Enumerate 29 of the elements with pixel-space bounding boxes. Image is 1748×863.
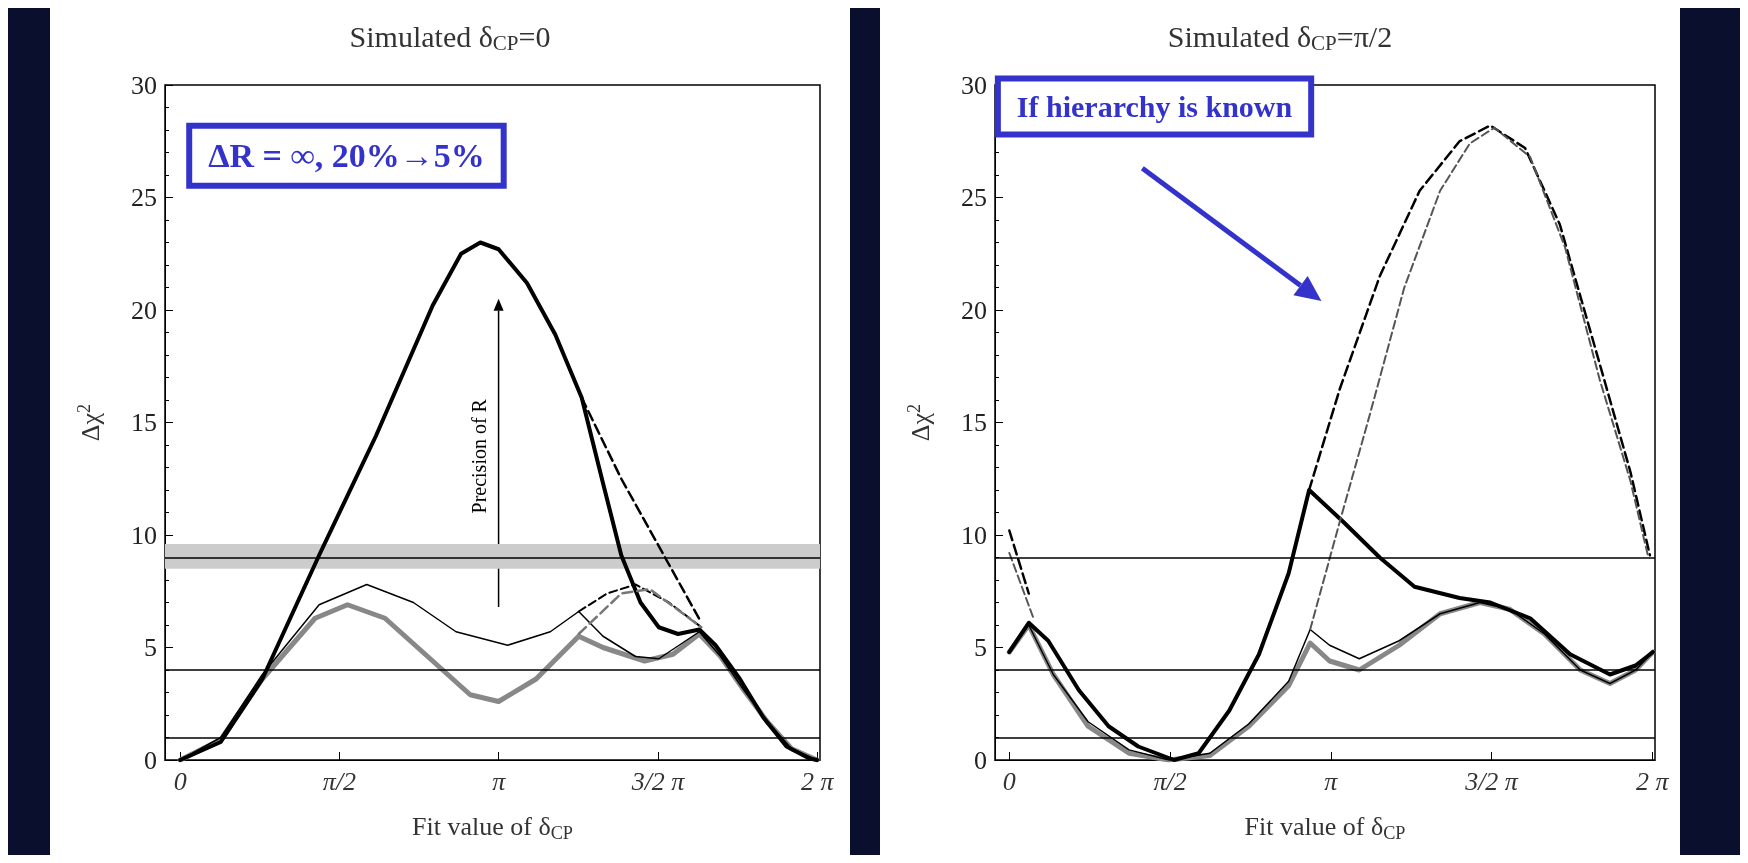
annotation: If hierarchy is known	[1016, 90, 1293, 123]
x-tick-label: π/2	[1153, 766, 1187, 796]
y-tick-label: 25	[961, 183, 987, 212]
y-axis-title: Δχ2	[904, 403, 935, 442]
y-tick-label: 20	[961, 295, 987, 325]
y-tick-label: 0	[974, 745, 987, 775]
x-tick-label: 0	[173, 766, 187, 796]
y-tick-label: 15	[131, 408, 157, 437]
y-axis-title: Δχ2	[74, 403, 105, 442]
y-tick-label: 30	[961, 70, 987, 100]
x-tick-label: π/2	[322, 766, 357, 796]
y-tick-label: 0	[144, 745, 157, 775]
y-tick-label: 5	[974, 633, 987, 662]
annotation: Precision of R	[468, 398, 491, 514]
y-tick-label: 20	[131, 295, 157, 325]
annotation: ΔR = ∞, 20%→5%	[208, 137, 485, 175]
x-tick-label: π	[492, 766, 507, 796]
y-tick-label: 5	[144, 633, 157, 662]
x-tick-label: 2 π	[801, 766, 835, 796]
y-tick-label: 10	[131, 520, 157, 550]
y-tick-label: 25	[131, 183, 157, 212]
x-tick-label: 0	[1002, 766, 1016, 796]
x-tick-label: 3/2 π	[630, 766, 686, 796]
y-tick-label: 15	[961, 408, 987, 437]
y-tick-label: 10	[961, 520, 987, 550]
y-tick-label: 30	[131, 70, 157, 100]
x-tick-label: 2 π	[1635, 766, 1670, 796]
x-tick-label: 3/2 π	[1464, 766, 1519, 796]
x-tick-label: π	[1324, 766, 1339, 796]
